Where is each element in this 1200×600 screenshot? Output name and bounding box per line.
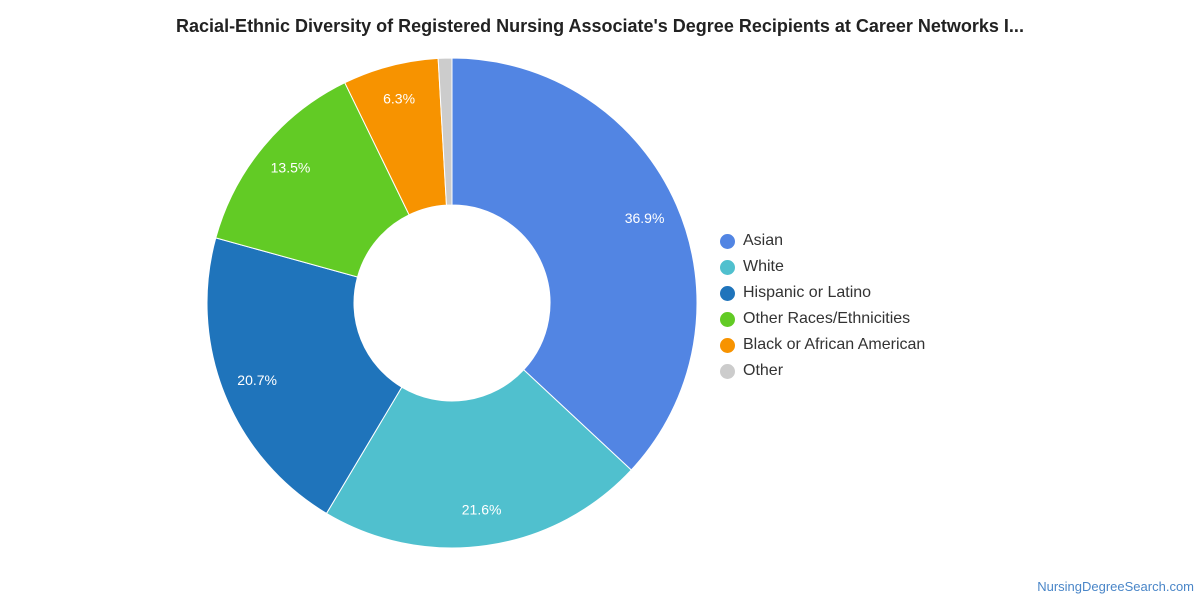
legend-label: Hispanic or Latino [743,284,872,301]
legend-swatch [720,337,735,353]
slice-white[interactable] [325,369,632,549]
legend-swatch [720,311,735,327]
slice-other[interactable] [437,57,453,206]
legend-swatch [720,233,735,249]
slice-other-races-ethnicities[interactable] [215,82,410,278]
legend-label: Asian [743,232,784,249]
legend-item[interactable]: Hispanic or Latino [720,280,925,306]
slice-asian[interactable] [451,57,698,471]
chart-legend: Asian White Hispanic or Latino Other Races/… [720,228,925,384]
slice-data-label: 20.7% [237,372,277,388]
legend-item[interactable]: Other Races/Ethnicities [720,306,925,332]
source-link[interactable]: NursingDegreeSearch.com [1037,579,1194,594]
legend-swatch [720,363,735,379]
slice-data-label: 21.6% [462,502,502,518]
slice-data-label: 13.5% [271,159,311,175]
legend-label: Other Races/Ethnicities [743,310,911,327]
legend-swatch [720,285,735,301]
legend-item[interactable]: Asian [720,228,925,254]
legend-item[interactable]: White [720,254,925,280]
legend-item[interactable]: Black or African American [720,332,925,358]
legend-label: Other [743,362,784,379]
slice-data-label: 6.3% [383,90,415,106]
slice-data-label: 36.9% [625,210,665,226]
slice-hispanic-or-latino[interactable] [206,237,403,515]
legend-label: White [743,258,784,275]
legend-item[interactable]: Other [720,358,925,384]
legend-swatch [720,259,735,275]
chart-title: Racial-Ethnic Diversity of Registered Nu… [176,16,1024,36]
legend-label: Black or African American [743,336,926,353]
